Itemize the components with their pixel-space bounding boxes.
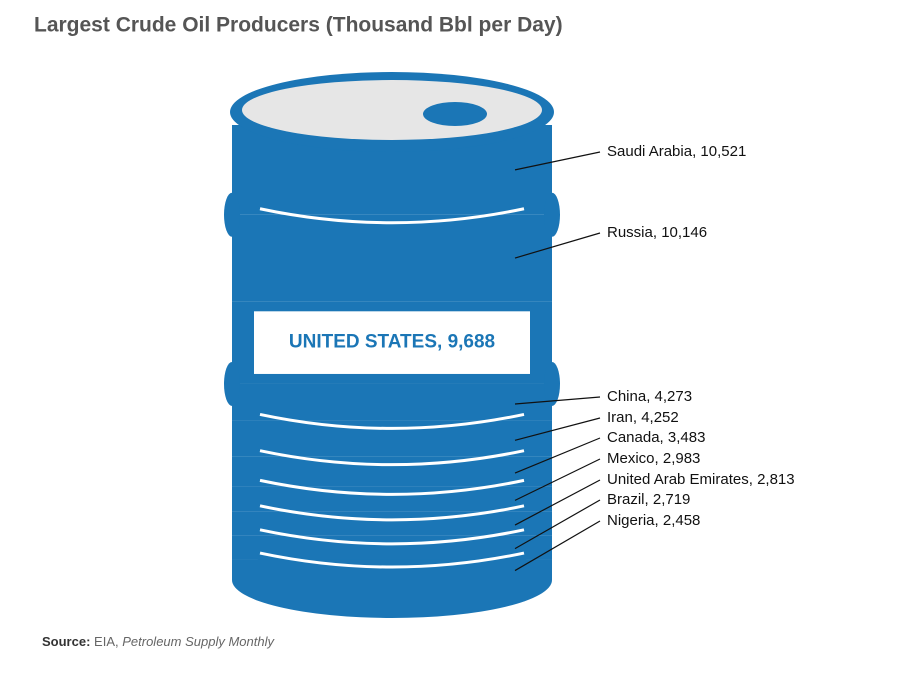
segment-divider [259, 528, 525, 546]
barrel-segment [232, 535, 552, 560]
value-label: Mexico, 2,983 [607, 450, 700, 467]
category-label: Canada, [607, 429, 664, 446]
category-label: Iran, [607, 409, 637, 426]
label-panel [254, 311, 530, 374]
barrel-segment [232, 420, 552, 457]
value: 2,719 [653, 491, 691, 508]
leader-line [514, 520, 601, 572]
value: 9,688 [448, 332, 496, 353]
leader-line [514, 417, 601, 441]
category-label: Russia, [607, 224, 657, 241]
source-label: Source: [42, 634, 90, 649]
barrel-segment [232, 486, 552, 512]
segment-divider [259, 449, 525, 467]
barrel-segment [232, 214, 552, 302]
leader-line [514, 232, 601, 259]
leader-line [514, 151, 601, 171]
value-label: Canada, 3,483 [607, 429, 705, 446]
value: 3,483 [668, 429, 706, 446]
segment-divider [259, 207, 525, 225]
value-label: United Arab Emirates, 2,813 [607, 471, 795, 488]
hoop [224, 361, 240, 406]
value: 4,273 [655, 388, 693, 405]
barrel-segment [232, 559, 552, 580]
category-label: Nigeria, [607, 512, 659, 529]
value-label: Iran, 4,252 [607, 409, 679, 426]
chart-title: Largest Crude Oil Producers (Thousand Bb… [34, 14, 563, 37]
leader-line [514, 437, 601, 474]
hoop [224, 192, 240, 237]
hoop [544, 192, 560, 237]
source-publisher: EIA, [94, 634, 119, 649]
segment-divider [259, 478, 525, 496]
source-publication: Petroleum Supply Monthly [122, 634, 275, 649]
barrel-segment [232, 456, 552, 487]
category-label: Saudi Arabia, [607, 143, 696, 160]
leader-line [514, 458, 601, 501]
value-label: Saudi Arabia, 10,521 [607, 143, 746, 160]
category-label: China, [607, 388, 650, 405]
barrel-segment [232, 511, 552, 536]
value-label: Russia, 10,146 [607, 224, 707, 241]
source: Source: EIA, Petroleum Supply Monthly [42, 634, 275, 649]
value: 10,146 [661, 224, 707, 241]
category-label: Brazil, [607, 491, 649, 508]
value-label: Nigeria, 2,458 [607, 512, 700, 529]
value: 2,458 [663, 512, 701, 529]
segment-divider [259, 412, 525, 430]
leader-line [514, 499, 601, 550]
barrel-lid [242, 80, 542, 140]
value-label: Brazil, 2,719 [607, 491, 690, 508]
value-label: China, 4,273 [607, 388, 692, 405]
leader-line [514, 396, 601, 405]
category-label: Mexico, [607, 450, 659, 467]
hoop [544, 361, 560, 406]
value-label: UNITED STATES, 9,688 [289, 332, 495, 353]
leader-line [514, 479, 601, 526]
barrel-segment [232, 383, 552, 421]
bung [423, 102, 487, 126]
value: 4,252 [641, 409, 679, 426]
value: 2,813 [757, 471, 795, 488]
barrel: Saudi Arabia, 10,521 Russia, 10,146 UNITED… [224, 72, 795, 618]
category-label: UNITED STATES, [289, 332, 442, 353]
segment-divider [259, 551, 525, 569]
category-label: United Arab Emirates, [607, 471, 753, 488]
segment-divider [259, 504, 525, 522]
value: 2,983 [663, 450, 701, 467]
value: 10,521 [700, 143, 746, 160]
